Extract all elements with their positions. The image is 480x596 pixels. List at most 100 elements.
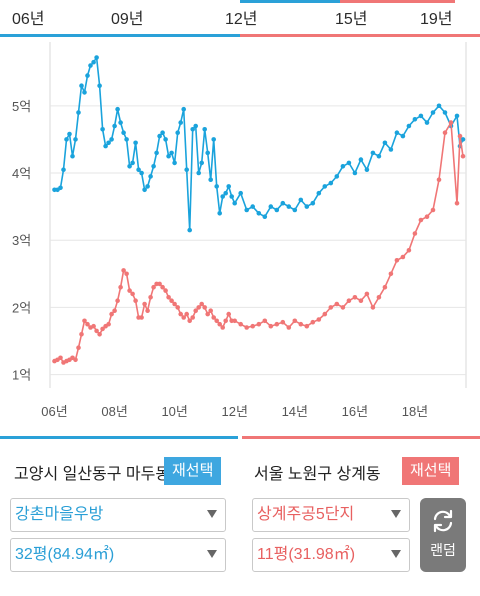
data-point — [223, 318, 228, 324]
data-point — [163, 137, 168, 142]
data-point — [406, 248, 412, 253]
left-size-select[interactable]: 32평(84.94㎡) — [10, 538, 226, 572]
data-point — [382, 140, 388, 146]
left-complex-select[interactable]: 강촌마을우방 — [10, 498, 226, 532]
data-point — [298, 197, 304, 203]
data-point — [280, 200, 286, 206]
data-point — [166, 153, 171, 159]
data-point — [109, 137, 114, 142]
data-point — [187, 227, 192, 233]
data-point — [85, 73, 90, 78]
timeline-scrubber[interactable]: 06년 09년 12년 15년 19년 — [0, 0, 480, 38]
data-point — [412, 117, 418, 122]
data-point — [97, 83, 102, 88]
data-point — [202, 127, 207, 132]
data-point — [418, 217, 424, 223]
data-point — [196, 305, 201, 310]
timeline-bar-right — [240, 34, 480, 37]
series-line-1 — [54, 121, 464, 364]
x-tick-label: 18년 — [402, 404, 428, 419]
chevron-down-icon — [207, 510, 217, 518]
data-point — [274, 207, 280, 213]
data-point — [211, 315, 216, 320]
data-point — [424, 120, 430, 125]
data-point — [172, 160, 177, 166]
data-point — [181, 106, 186, 112]
data-point — [262, 214, 268, 219]
data-point — [442, 110, 448, 115]
refresh-icon — [433, 509, 453, 533]
x-tick-label: 08년 — [101, 404, 127, 419]
random-button[interactable]: 랜덤 — [420, 498, 466, 572]
data-point — [88, 63, 93, 68]
data-point — [73, 137, 78, 142]
timeline-label: 19년 — [420, 11, 453, 28]
data-point — [82, 90, 87, 95]
data-point — [184, 167, 189, 172]
data-point — [250, 323, 255, 329]
data-point — [193, 123, 198, 129]
data-point — [376, 295, 382, 300]
chevron-down-icon — [391, 510, 401, 518]
data-point — [103, 143, 108, 149]
selection-panels: 고양시 일산동구 마두동 재선택 강촌마을우방 32평(84.94㎡) 서울 노… — [0, 436, 480, 596]
data-point — [127, 164, 132, 169]
right-size-select[interactable]: 11평(31.98㎡) — [252, 538, 410, 572]
data-point — [208, 177, 213, 182]
data-point — [340, 164, 346, 169]
y-tick-label: 3억 — [12, 233, 31, 248]
data-point — [133, 298, 138, 304]
data-point — [139, 315, 144, 320]
data-point — [160, 130, 165, 135]
data-point — [223, 190, 228, 196]
data-point — [217, 211, 222, 216]
right-panel-accent — [242, 436, 480, 439]
data-point — [76, 110, 81, 115]
data-point — [130, 160, 135, 166]
timeline-label: 09년 — [111, 11, 144, 28]
data-point — [388, 147, 394, 152]
data-point — [211, 137, 216, 142]
data-point — [175, 305, 180, 310]
price-chart[interactable]: 1억 2억 3억 4억 5억 06년 08년 10년 12년 14년 16년 18년 — [0, 38, 480, 430]
data-point — [214, 318, 219, 324]
data-point — [400, 133, 406, 139]
left-size-value: 32평(84.94㎡) — [15, 546, 115, 563]
data-point — [388, 271, 394, 277]
data-point — [202, 305, 207, 310]
data-point — [151, 284, 156, 290]
right-reselect-button[interactable]: 재선택 — [402, 457, 460, 485]
data-point — [115, 298, 120, 304]
data-point — [139, 170, 144, 176]
data-point — [130, 291, 135, 297]
data-point — [268, 204, 274, 209]
data-point — [262, 318, 268, 324]
data-point — [142, 187, 147, 193]
data-point — [304, 204, 310, 209]
data-point — [184, 311, 189, 317]
data-point — [430, 207, 436, 213]
data-point — [64, 137, 69, 142]
data-point — [220, 325, 225, 330]
data-point — [352, 295, 358, 300]
left-reselect-button[interactable]: 재선택 — [164, 457, 222, 485]
data-point — [358, 298, 364, 304]
right-complex-select[interactable]: 상계주공5단지 — [252, 498, 410, 532]
data-point — [346, 160, 352, 166]
data-point — [394, 130, 400, 135]
x-tick-label: 14년 — [282, 404, 308, 419]
timeline-label: 12년 — [225, 11, 258, 28]
data-point — [217, 321, 222, 327]
data-point — [256, 321, 262, 327]
chevron-down-icon — [391, 550, 401, 558]
data-point — [70, 153, 75, 159]
data-point — [214, 184, 219, 189]
data-point — [187, 318, 192, 324]
data-point — [109, 311, 114, 317]
data-point — [169, 150, 174, 156]
data-point — [334, 174, 340, 179]
data-point — [322, 184, 328, 189]
data-point — [163, 288, 168, 293]
data-point — [61, 167, 66, 172]
data-point — [292, 207, 298, 213]
